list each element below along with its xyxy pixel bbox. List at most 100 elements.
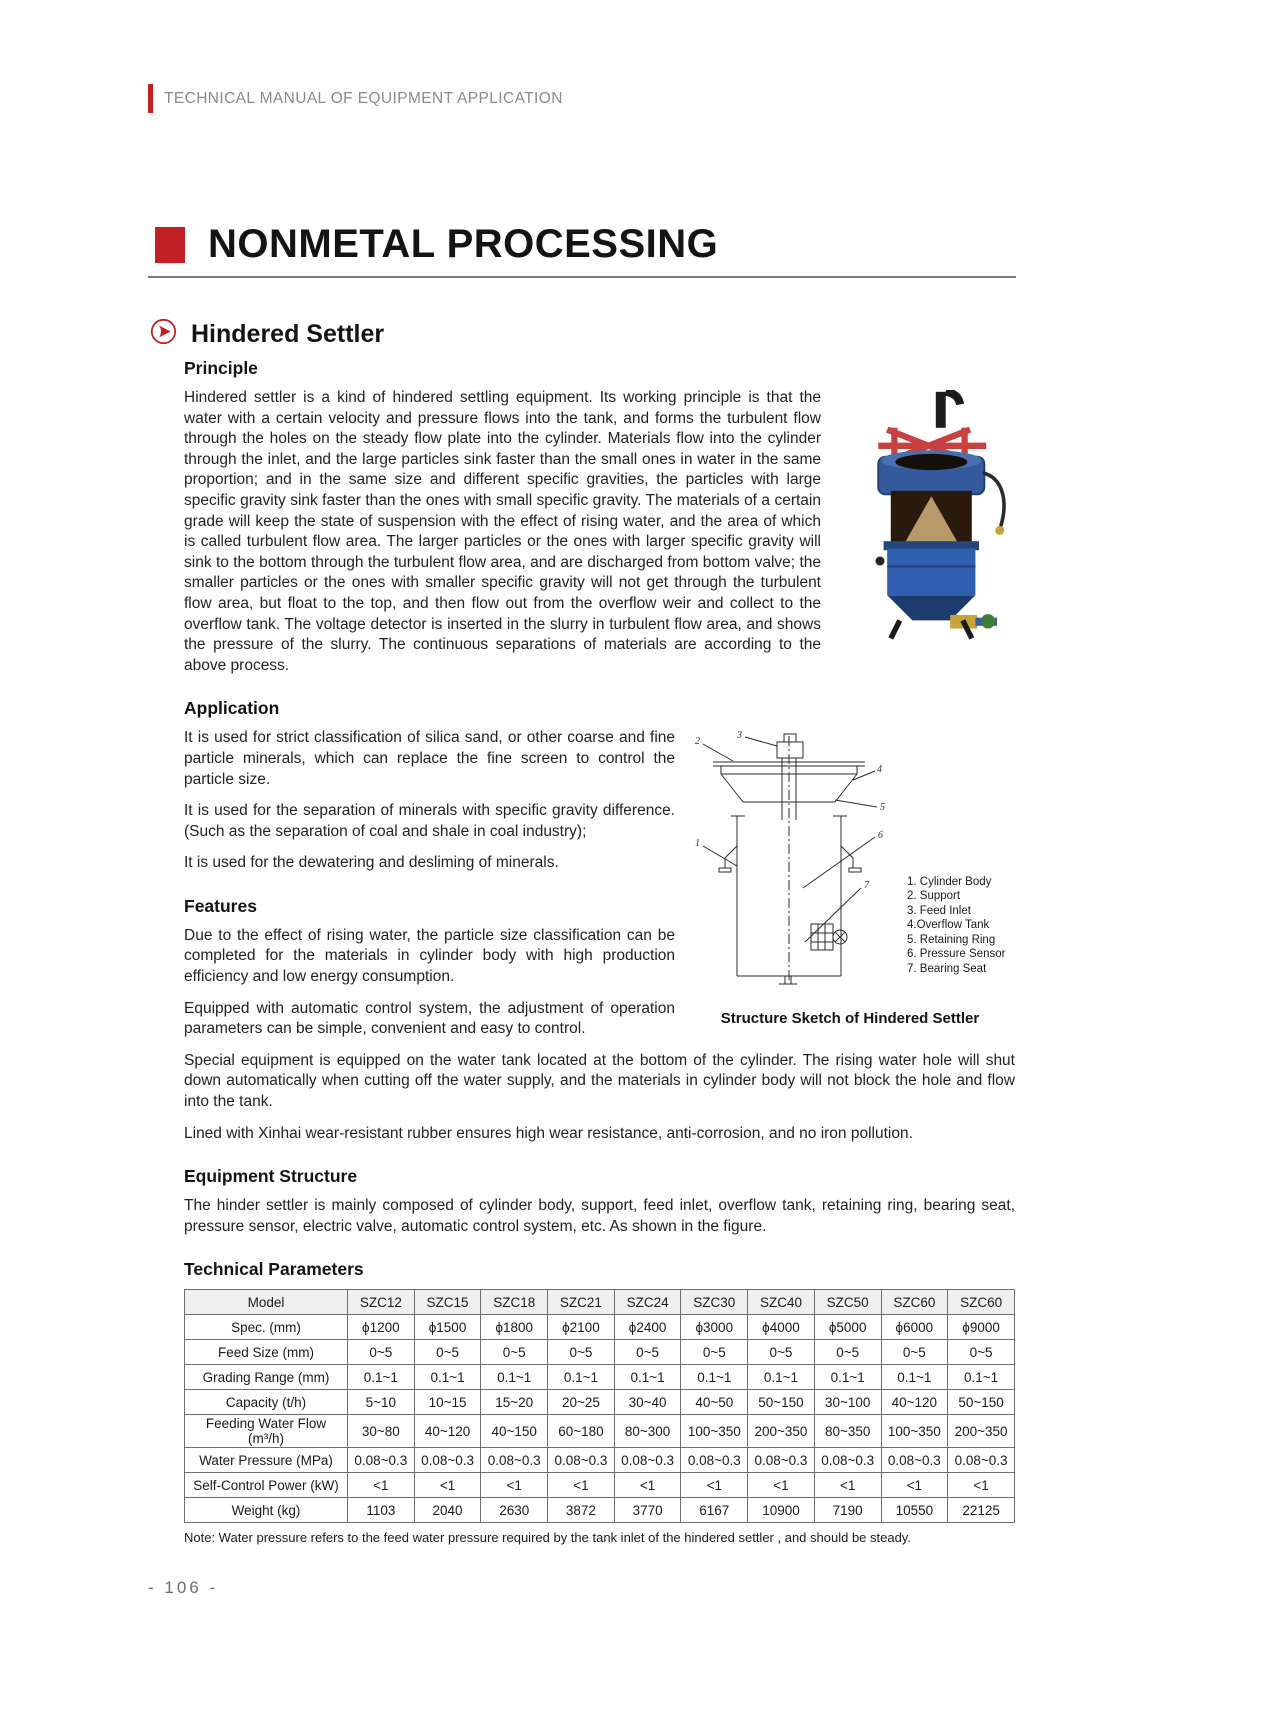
table-cell: 0.08~0.3 bbox=[413, 1447, 482, 1474]
table-row-label: Spec. (mm) bbox=[184, 1314, 348, 1341]
table-cell: 50~150 bbox=[747, 1389, 815, 1416]
structure-sketch-diagram: 2 3 4 5 6 1 7 bbox=[695, 730, 885, 985]
part-item: 5. Retaining Ring bbox=[907, 933, 996, 946]
table-cell: 0.08~0.3 bbox=[547, 1447, 615, 1474]
table-cell: 1103 bbox=[347, 1497, 415, 1524]
application-heading: Application bbox=[184, 698, 280, 719]
table-cell: 0.1~1 bbox=[680, 1364, 749, 1391]
table-cell: 40~50 bbox=[680, 1389, 749, 1416]
table-cell: ϕ4000 bbox=[747, 1314, 815, 1341]
table-cell: 200~350 bbox=[947, 1414, 1015, 1449]
part-item: 6. Pressure Sensor bbox=[907, 948, 1006, 961]
table-row: Water Pressure (MPa) 0.08~0.3 0.08~0.3 0.08… bbox=[184, 1447, 1015, 1474]
table-row-label: Water Pressure (MPa) bbox=[184, 1447, 348, 1474]
technical-parameters-heading: Technical Parameters bbox=[184, 1259, 364, 1280]
table-cell: 0~5 bbox=[547, 1339, 615, 1366]
table-row: Weight (kg) 1103 2040 2630 3872 3770 6167 10900… bbox=[184, 1497, 1015, 1524]
table-cell: 0.1~1 bbox=[747, 1364, 815, 1391]
table-cell: 0.08~0.3 bbox=[680, 1447, 749, 1474]
table-cell: 10~15 bbox=[413, 1389, 482, 1416]
table-cell: <1 bbox=[547, 1472, 615, 1499]
table-cell: 0~5 bbox=[813, 1339, 882, 1366]
header-text: TECHNICAL MANUAL OF EQUIPMENT APPLICATIO… bbox=[164, 89, 563, 107]
table-row-label: Weight (kg) bbox=[184, 1497, 348, 1524]
features-paragraph: Special equipment is equipped on the wat… bbox=[184, 1051, 1015, 1111]
table-cell: 100~350 bbox=[880, 1414, 949, 1449]
equipment-structure-heading: Equipment Structure bbox=[184, 1166, 358, 1187]
callout-7: 7 bbox=[864, 880, 870, 891]
callout-3: 3 bbox=[736, 730, 742, 741]
table-cell: <1 bbox=[347, 1472, 415, 1499]
table-cell: ϕ1200 bbox=[347, 1314, 415, 1341]
table-cell: ϕ5000 bbox=[813, 1314, 882, 1341]
table-cell: <1 bbox=[680, 1472, 749, 1499]
features-paragraph: Due to the effect of rising water, the p… bbox=[184, 926, 675, 986]
table-cell: <1 bbox=[880, 1472, 949, 1499]
table-row-label: Feed Size (mm) bbox=[184, 1339, 348, 1366]
features-paragraph: Lined with Xinhai wear-resistant rubber … bbox=[184, 1124, 913, 1142]
section-title: Hindered Settler bbox=[191, 319, 385, 348]
table-cell: 3770 bbox=[613, 1497, 682, 1524]
table-cell: SZC30 bbox=[680, 1289, 749, 1316]
application-paragraph: It is used for strict classification of … bbox=[184, 729, 675, 788]
table-cell: 0~5 bbox=[880, 1339, 949, 1366]
table-cell: 0.1~1 bbox=[613, 1364, 682, 1391]
table-cell: 22125 bbox=[947, 1497, 1015, 1524]
section-arrow-icon bbox=[150, 318, 177, 350]
table-cell: 200~350 bbox=[747, 1414, 815, 1449]
callout-4: 4 bbox=[877, 764, 882, 775]
table-cell: SZC60 bbox=[947, 1289, 1015, 1316]
table-cell: SZC21 bbox=[547, 1289, 615, 1316]
table-cell: SZC60 bbox=[880, 1289, 949, 1316]
table-cell: 50~150 bbox=[947, 1389, 1015, 1416]
callout-1: 1 bbox=[695, 838, 700, 849]
chapter-title-block: NONMETAL PROCESSING bbox=[155, 222, 718, 267]
part-item: 7. Bearing Seat bbox=[907, 962, 987, 975]
table-cell: SZC24 bbox=[613, 1289, 682, 1316]
chapter-title: NONMETAL PROCESSING bbox=[208, 222, 719, 266]
application-paragraph: It is used for the dewatering and deslim… bbox=[184, 854, 559, 872]
content-area: Principle bbox=[184, 358, 1015, 1545]
page-number: - 106 - bbox=[148, 1578, 219, 1597]
table-cell: 0.1~1 bbox=[347, 1364, 415, 1391]
running-header: TECHNICAL MANUAL OF EQUIPMENT APPLICATIO… bbox=[148, 84, 563, 113]
application-paragraph: It is used for the separation of mineral… bbox=[184, 802, 675, 840]
table-cell: 0~5 bbox=[747, 1339, 815, 1366]
table-row: Self-Control Power (kW) <1 <1 <1 <1 <1 <1 <1 <1 <… bbox=[184, 1472, 1015, 1499]
table-cell: 0.08~0.3 bbox=[813, 1447, 882, 1474]
table-cell: 0.08~0.3 bbox=[747, 1447, 815, 1474]
application-features-block: 2 3 4 5 6 1 7 1. Cylinder Body 2. Suppor… bbox=[184, 728, 1015, 1144]
table-row: Feed Size (mm) 0~5 0~5 0~5 0~5 0~5 0~5 0~5 0~5 0~… bbox=[184, 1339, 1015, 1366]
table-cell: 80~350 bbox=[813, 1414, 882, 1449]
table-row-label: Grading Range (mm) bbox=[184, 1364, 348, 1391]
table-cell: 40~120 bbox=[413, 1414, 482, 1449]
table-cell: ϕ2100 bbox=[547, 1314, 615, 1341]
technical-parameters-table: Model SZC12 SZC15 SZC18 SZC21 SZC24 SZC30 SZC40… bbox=[184, 1289, 1015, 1524]
equipment-structure-paragraph: The hinder settler is mainly composed of… bbox=[184, 1197, 1015, 1235]
table-cell: 0~5 bbox=[947, 1339, 1015, 1366]
features-paragraph: Equipped with automatic control system, … bbox=[184, 999, 675, 1038]
sketch-caption: Structure Sketch of Hindered Settler bbox=[720, 1010, 980, 1028]
table-row: Feeding Water Flow (m³/h) 30~80 40~120 40~1… bbox=[184, 1414, 1015, 1449]
table-cell: 15~20 bbox=[480, 1389, 549, 1416]
table-cell: ϕ6000 bbox=[880, 1314, 949, 1341]
table-cell: ϕ3000 bbox=[680, 1314, 749, 1341]
table-row-label: Feeding Water Flow (m³/h) bbox=[184, 1414, 348, 1449]
table-cell: SZC15 bbox=[413, 1289, 482, 1316]
table-row: Spec. (mm) ϕ1200 ϕ1500 ϕ1800 ϕ2100 ϕ2400 ϕ3000… bbox=[184, 1314, 1015, 1341]
table-cell: <1 bbox=[947, 1472, 1015, 1499]
table-row: Capacity (t/h) 5~10 10~15 15~20 20~25 30~40 40… bbox=[184, 1389, 1015, 1416]
table-row-label: Model bbox=[184, 1289, 348, 1316]
table-cell: SZC50 bbox=[813, 1289, 882, 1316]
table-cell: 0.08~0.3 bbox=[880, 1447, 949, 1474]
parts-list: 1. Cylinder Body 2. Support 3. Feed Inle… bbox=[907, 875, 1005, 977]
table-row: Grading Range (mm) 0.1~1 0.1~1 0.1~1 0.1~1 0.… bbox=[184, 1364, 1015, 1391]
table-cell: <1 bbox=[813, 1472, 882, 1499]
table-note: Note: Water pressure refers to the feed … bbox=[184, 1530, 911, 1546]
part-item: 2. Support bbox=[907, 890, 961, 903]
photo-top-pipe bbox=[935, 391, 946, 428]
hindered-settler-photo bbox=[835, 387, 1015, 642]
table-row: Model SZC12 SZC15 SZC18 SZC21 SZC24 SZC30 SZC40… bbox=[184, 1289, 1015, 1316]
table-cell: <1 bbox=[480, 1472, 549, 1499]
